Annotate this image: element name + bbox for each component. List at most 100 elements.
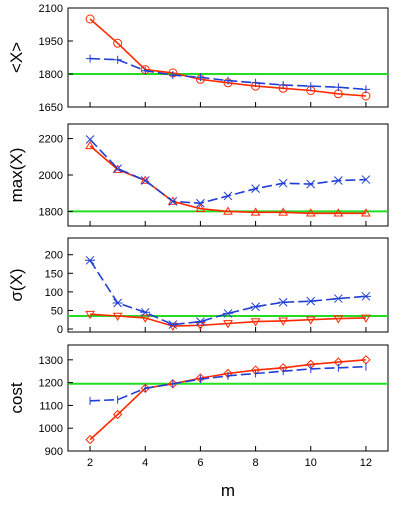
data-point bbox=[278, 178, 288, 188]
data-point bbox=[140, 175, 151, 184]
data-point bbox=[140, 314, 151, 323]
data-point bbox=[113, 164, 123, 173]
data-point bbox=[85, 140, 95, 150]
data-point bbox=[306, 179, 316, 189]
y-tick-label: 2200 bbox=[39, 134, 63, 146]
data-point bbox=[85, 14, 95, 24]
data-point bbox=[224, 76, 232, 85]
y-axis-label: σ(X) bbox=[7, 268, 26, 301]
data-point bbox=[305, 296, 316, 306]
y-axis-label: max(X) bbox=[7, 148, 26, 203]
x-tick-label: 10 bbox=[305, 457, 317, 469]
data-point bbox=[279, 81, 288, 89]
y-tick-label: 900 bbox=[45, 446, 63, 458]
x-tick-label: 2 bbox=[87, 457, 93, 469]
data-point bbox=[85, 255, 96, 265]
x-tick-label: 4 bbox=[142, 457, 148, 469]
y-tick-label: 2100 bbox=[39, 3, 63, 15]
data-point bbox=[361, 85, 370, 94]
data-point bbox=[250, 302, 261, 312]
data-point bbox=[251, 184, 260, 194]
y-tick-label: 1100 bbox=[39, 400, 63, 412]
data-point bbox=[168, 71, 177, 80]
series-2 bbox=[85, 135, 371, 208]
data-point bbox=[278, 317, 289, 326]
data-point bbox=[196, 198, 205, 208]
data-point bbox=[112, 409, 123, 420]
data-point bbox=[361, 208, 371, 217]
data-point bbox=[85, 310, 95, 320]
y-axis-label: cost bbox=[7, 382, 26, 413]
series-1 bbox=[85, 310, 371, 332]
data-point bbox=[333, 315, 344, 324]
data-point bbox=[140, 307, 151, 317]
data-point bbox=[306, 82, 315, 91]
data-point bbox=[334, 83, 343, 92]
data-point bbox=[333, 208, 344, 217]
series-2 bbox=[85, 255, 371, 329]
data-point bbox=[112, 298, 123, 308]
series-line bbox=[89, 359, 366, 441]
data-point bbox=[140, 176, 150, 185]
data-point bbox=[360, 291, 371, 301]
x-tick-label: 6 bbox=[197, 457, 203, 469]
series-2 bbox=[86, 54, 370, 94]
data-point bbox=[112, 312, 123, 322]
series-2 bbox=[89, 362, 367, 405]
plot-frame bbox=[67, 7, 389, 108]
data-point bbox=[250, 318, 261, 327]
data-point bbox=[333, 294, 344, 303]
series-line bbox=[89, 138, 366, 205]
y-tick-label: 1300 bbox=[39, 355, 63, 367]
y-tick-label: 100 bbox=[45, 287, 63, 299]
y-tick-label: 150 bbox=[45, 268, 63, 280]
series-line bbox=[89, 145, 366, 215]
data-point bbox=[86, 54, 95, 63]
panel-2: 1800 2000 2200 max(X) bbox=[7, 123, 389, 227]
y-axis-label: <X> bbox=[7, 42, 26, 73]
plot-frame bbox=[67, 237, 389, 333]
series-line bbox=[89, 259, 366, 326]
panel-4: 900 1000 1100 1200 1300 2 4 6 8 10 12 cost m bbox=[7, 344, 389, 500]
y-tick-label: 1800 bbox=[39, 69, 63, 81]
y-tick-label: 1650 bbox=[39, 102, 63, 114]
series-1 bbox=[85, 140, 371, 217]
x-axis-label: m bbox=[221, 481, 235, 500]
y-tick-label: 1000 bbox=[39, 423, 63, 435]
data-point bbox=[250, 207, 261, 216]
data-point bbox=[278, 297, 289, 307]
data-point bbox=[305, 208, 316, 217]
data-point bbox=[195, 322, 206, 331]
data-point bbox=[167, 320, 178, 329]
series-line bbox=[90, 313, 366, 327]
data-point bbox=[278, 207, 289, 216]
y-tick-label: 0 bbox=[57, 324, 63, 336]
data-point bbox=[85, 434, 95, 445]
data-point bbox=[113, 38, 123, 48]
plot-frame bbox=[67, 344, 389, 452]
data-point bbox=[333, 176, 343, 185]
data-point bbox=[361, 314, 371, 323]
y-tick-label: 50 bbox=[51, 305, 63, 317]
y-tick-label: 1950 bbox=[39, 36, 63, 48]
data-point bbox=[251, 78, 260, 87]
data-point bbox=[223, 309, 233, 318]
y-tick-label: 1800 bbox=[39, 206, 63, 218]
data-point bbox=[85, 135, 95, 144]
data-point bbox=[141, 66, 150, 75]
x-tick-label: 12 bbox=[360, 457, 372, 469]
data-point bbox=[223, 206, 233, 215]
data-point bbox=[361, 175, 371, 184]
data-point bbox=[196, 73, 205, 82]
panel-1: 1650 1800 1950 2100 <X> bbox=[7, 3, 389, 114]
y-tick-label: 200 bbox=[45, 250, 63, 262]
data-point bbox=[305, 316, 316, 325]
y-tick-label: 2000 bbox=[39, 170, 63, 182]
panel-3: 0 50 100 150 200 σ(X) bbox=[7, 237, 389, 336]
data-point bbox=[195, 317, 206, 326]
y-tick-label: 1200 bbox=[39, 378, 63, 390]
data-point bbox=[223, 191, 233, 201]
data-point bbox=[195, 203, 206, 212]
data-point bbox=[223, 320, 233, 329]
